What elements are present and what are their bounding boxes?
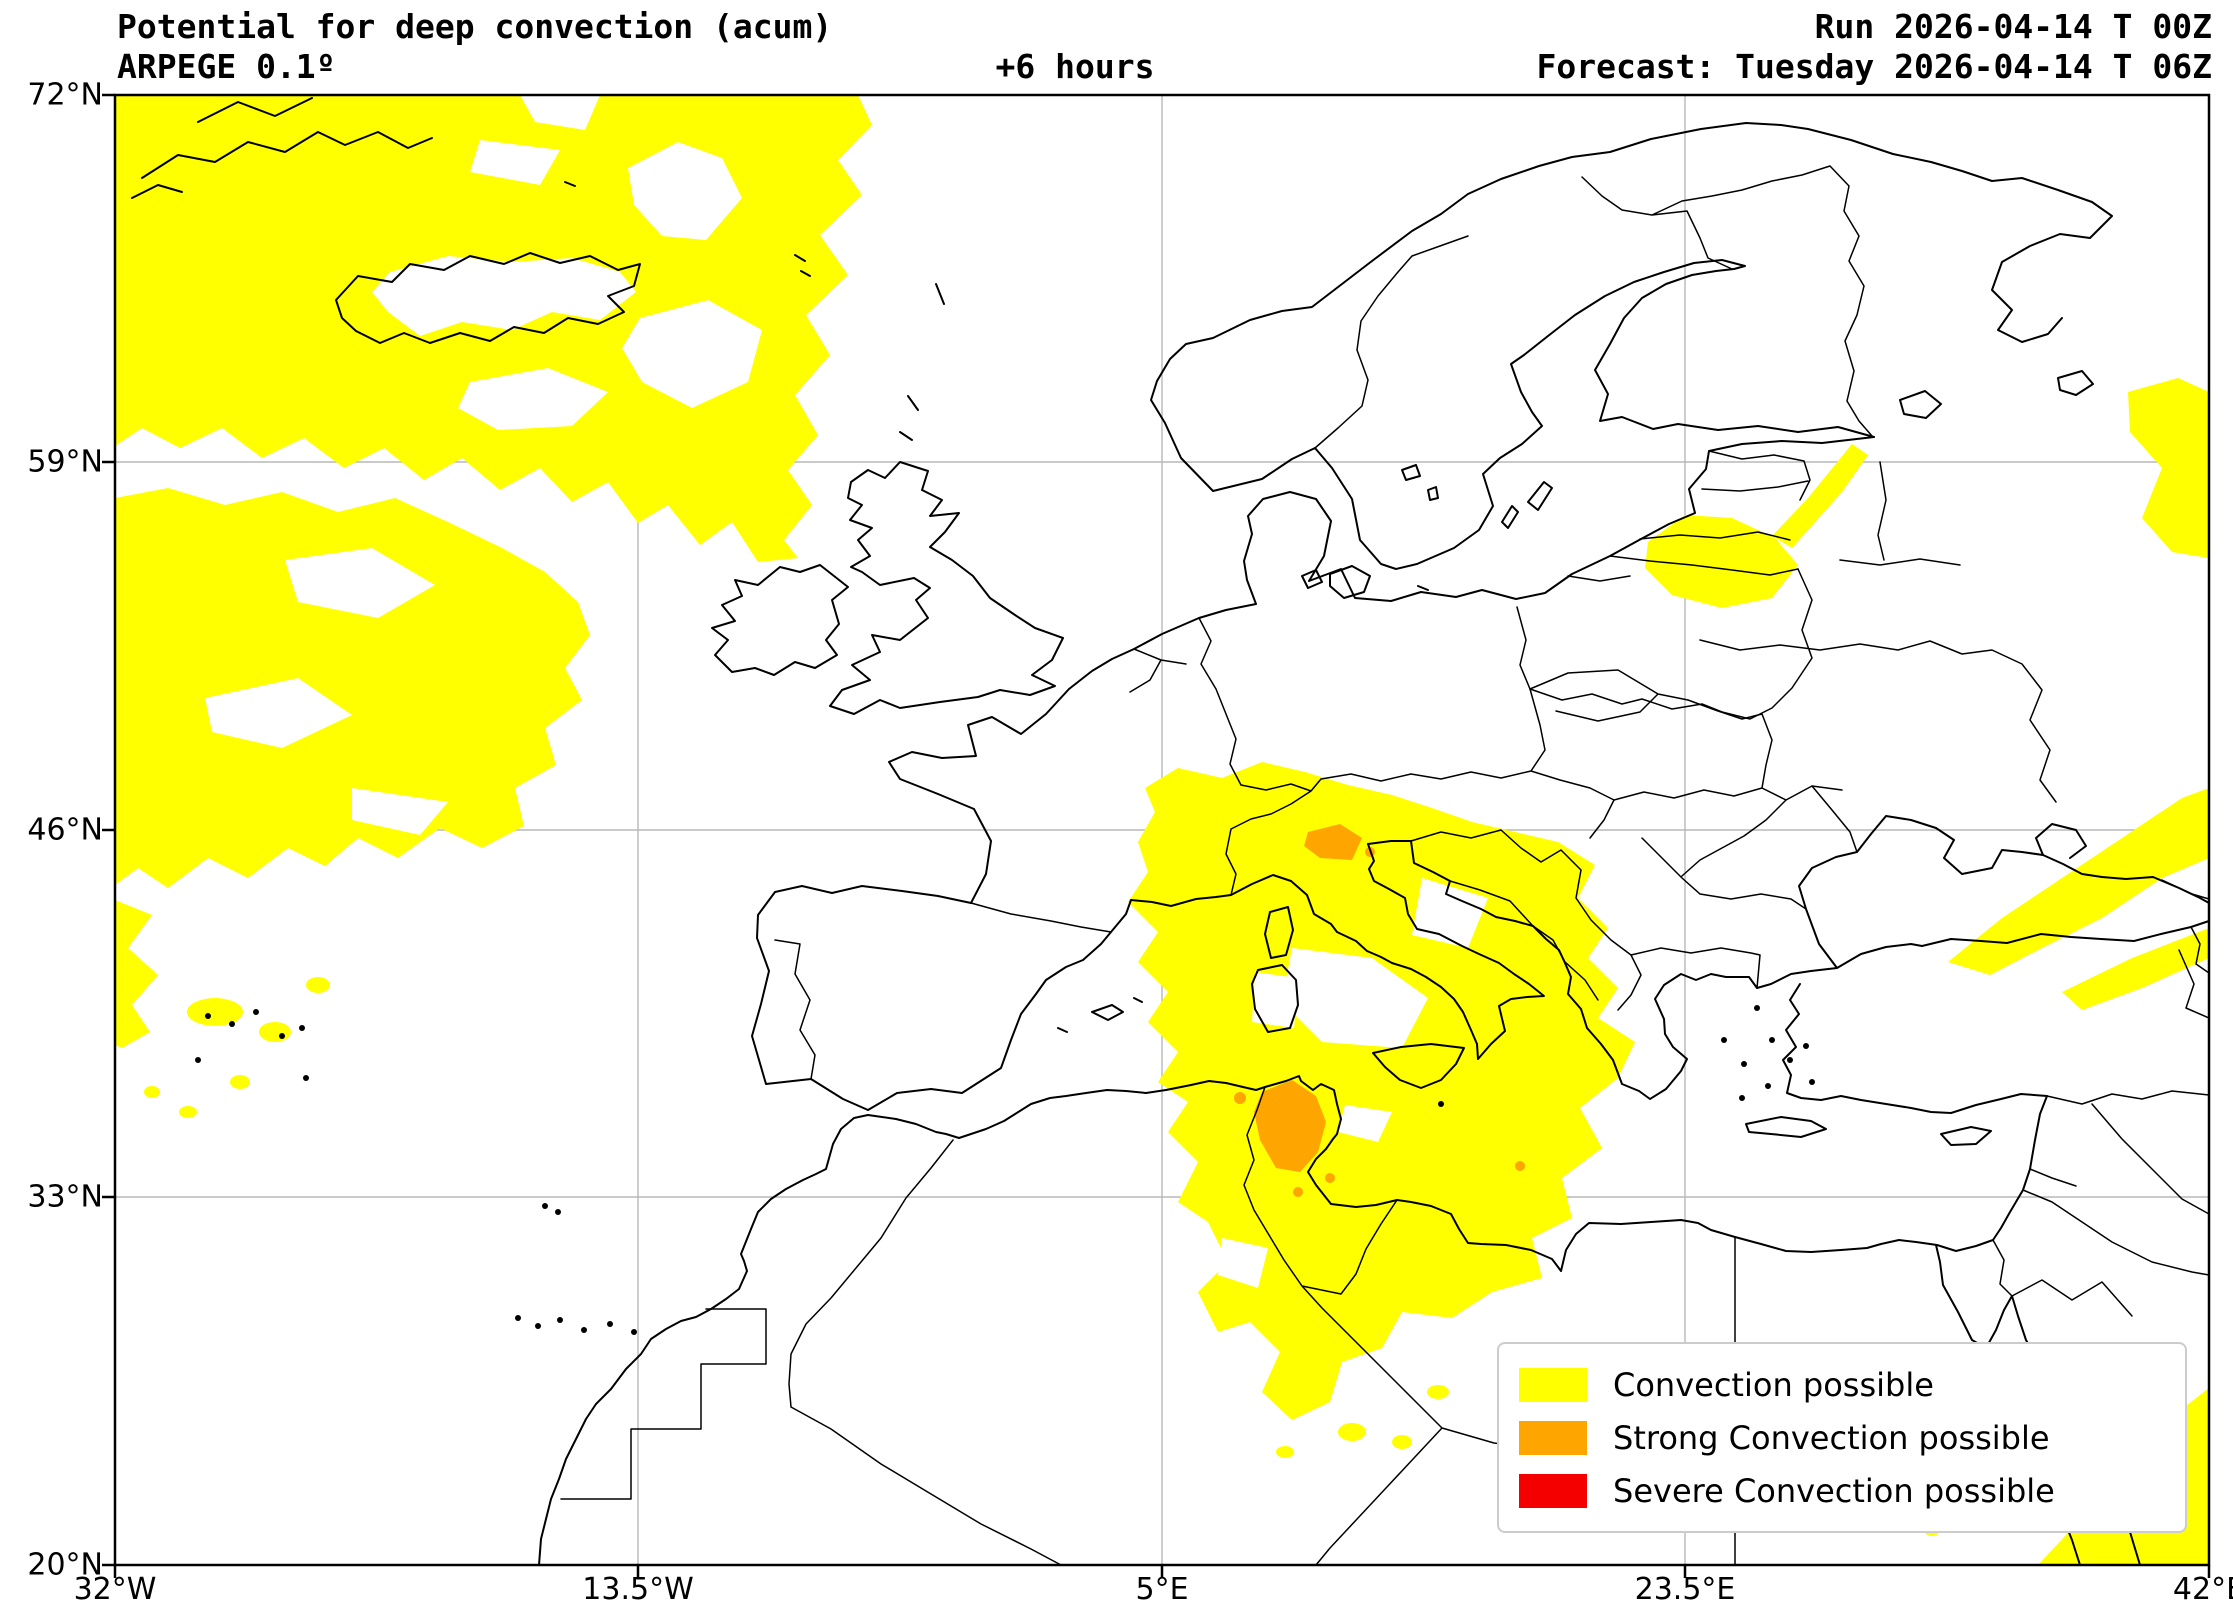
ytick-20n: 20°N: [27, 1547, 103, 1583]
coastline-baltic-islands: [1501, 481, 1553, 529]
convection-area-right-upper: [2128, 378, 2209, 558]
convection-area-east-europe: [1645, 515, 1798, 608]
coastline-crete: [1745, 1116, 1827, 1138]
coastline-sicily: [1372, 1043, 1465, 1089]
coastline-mediterranean-north: [867, 840, 2210, 1111]
legend-item-severe-convection: Severe Convection possible: [1519, 1472, 2165, 1510]
borders-scandinavia: [1314, 165, 1873, 449]
lead-time-label: +6 hours: [995, 47, 1155, 86]
coastline-greenland: [131, 97, 433, 199]
xtick-13-5w: 13.5°W: [582, 1572, 694, 1604]
lake-ladoga: [1899, 390, 1942, 419]
coastline-atlantic-europe: [751, 436, 1875, 1111]
xtick-42e: 42°E: [2172, 1572, 2233, 1604]
coastline-cyprus: [1940, 1126, 1992, 1146]
aegean-islands: [1721, 1005, 1815, 1101]
page-title: Potential for deep convection (acum): [117, 7, 833, 46]
coastline-jan-mayen: [564, 181, 576, 187]
map-frame: [102, 93, 2211, 1578]
coastline-great-britain: [829, 461, 1064, 715]
coastline-scandinavia: [1150, 122, 2113, 570]
coastline-ireland: [711, 564, 849, 676]
legend-swatch-convection: [1519, 1367, 1587, 1402]
axis-ticks: [102, 93, 2211, 1578]
strong-convection-po-valley: [1304, 824, 1362, 860]
borders-middle-east: [1992, 1090, 2210, 1317]
lake-onega: [2057, 370, 2094, 396]
ytick-46n: 46°N: [27, 812, 103, 848]
coastline-sardinia: [1251, 964, 1299, 1033]
coastlines: [131, 97, 2210, 1566]
borders-czech-slovakia-hungary: [1529, 669, 1843, 839]
coastline-azov: [2035, 823, 2087, 859]
xtick-5e: 5°E: [1135, 1572, 1189, 1604]
coastline-iceland: [335, 252, 641, 344]
model-label: ARPEGE 0.1º: [117, 47, 336, 86]
strong-convection-areas: [1234, 824, 1525, 1197]
legend-swatch-severe-convection: [1519, 1473, 1587, 1508]
ytick-72n: 72°N: [27, 77, 103, 113]
borders-balkans: [1410, 785, 1858, 1011]
atlantic-islands: [195, 1009, 1444, 1335]
borders-iberia: [774, 902, 1112, 1080]
coastline-black-sea-north: [1798, 815, 2210, 969]
ytick-59n: 59°N: [27, 444, 103, 480]
borders-baltics: [1567, 450, 1811, 582]
convection-area-holes: [205, 95, 1488, 1288]
convection-area-mediterranean: [1128, 762, 1635, 1420]
xtick-32w: 32°W: [73, 1572, 157, 1604]
borders-east-europe: [1699, 461, 2057, 803]
convection-area-atlantic-mid: [115, 488, 590, 888]
legend: Convection possible Strong Convection po…: [1497, 1342, 2187, 1533]
ytick-33n: 33°N: [27, 1179, 103, 1215]
coastline-shetland: [899, 283, 945, 441]
legend-item-strong-convection: Strong Convection possible: [1519, 1419, 2165, 1457]
strong-convection-algeria: [1254, 1080, 1326, 1172]
legend-label-strong-convection: Strong Convection possible: [1613, 1418, 2050, 1457]
coastline-denmark-islands: [1301, 565, 1429, 599]
legend-label-convection: Convection possible: [1613, 1365, 1934, 1404]
xtick-23-5e: 23.5°E: [1634, 1572, 1736, 1604]
legend-label-severe-convection: Severe Convection possible: [1613, 1471, 2055, 1510]
lakes-sweden: [1401, 464, 1439, 501]
borders-central-europe: [1129, 617, 1615, 896]
coastline-anatolia-levant-africa: [538, 983, 2048, 1566]
borders-caucasus: [2161, 879, 2210, 1019]
legend-item-convection: Convection possible: [1519, 1366, 2165, 1404]
convection-area-caucasus: [1948, 788, 2209, 975]
forecast-label: Forecast: Tuesday 2026-04-14 T 06Z: [1536, 47, 2212, 86]
legend-swatch-strong-convection: [1519, 1420, 1587, 1455]
coastline-balearics: [1057, 997, 1143, 1033]
run-label: Run 2026-04-14 T 00Z: [1814, 7, 2212, 46]
borders-poland: [1516, 606, 1723, 713]
coastline-faroe: [794, 254, 811, 277]
coastline-corsica: [1264, 906, 1294, 959]
